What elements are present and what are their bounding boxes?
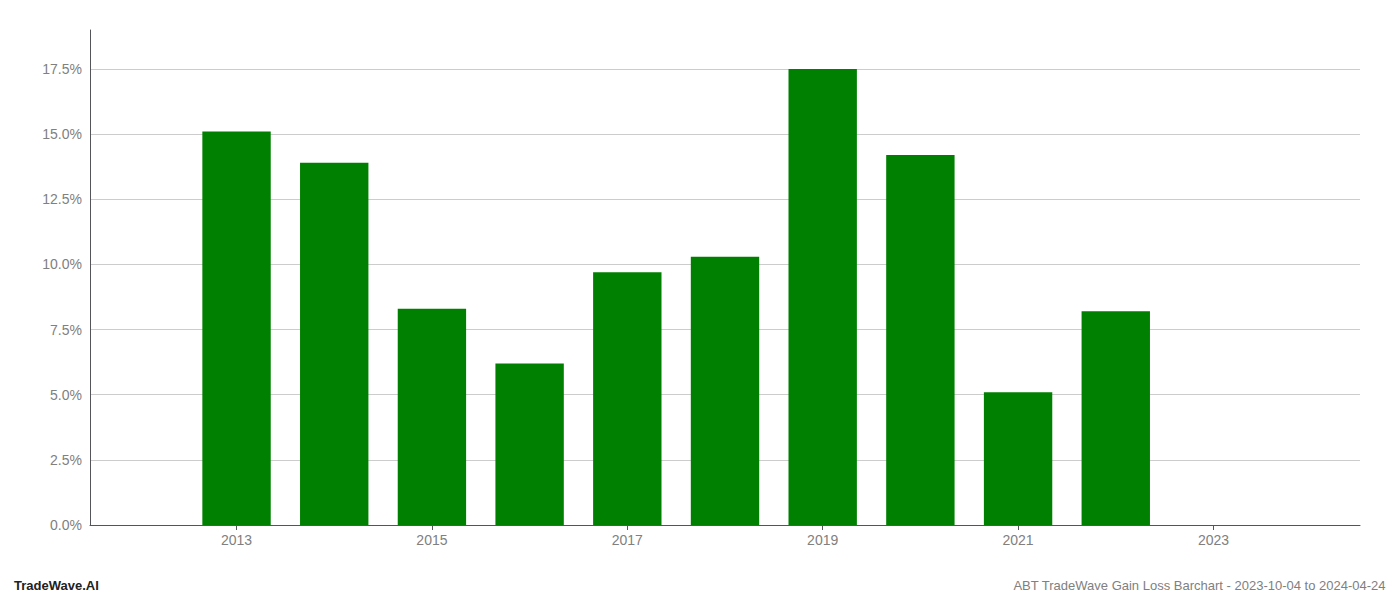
svg-text:2019: 2019 — [807, 532, 838, 548]
svg-text:2013: 2013 — [221, 532, 252, 548]
svg-text:2023: 2023 — [1198, 532, 1229, 548]
svg-text:ABT TradeWave Gain Loss Barcha: ABT TradeWave Gain Loss Barchart - 2023-… — [1013, 578, 1385, 593]
svg-text:15.0%: 15.0% — [42, 126, 82, 142]
svg-text:TradeWave.AI: TradeWave.AI — [14, 578, 99, 593]
svg-text:10.0%: 10.0% — [42, 256, 82, 272]
svg-text:5.0%: 5.0% — [50, 387, 82, 403]
svg-text:2021: 2021 — [1002, 532, 1033, 548]
svg-text:7.5%: 7.5% — [50, 322, 82, 338]
svg-text:0.0%: 0.0% — [50, 517, 82, 533]
svg-text:2017: 2017 — [612, 532, 643, 548]
svg-text:17.5%: 17.5% — [42, 61, 82, 77]
svg-text:12.5%: 12.5% — [42, 191, 82, 207]
svg-text:2.5%: 2.5% — [50, 452, 82, 468]
svg-text:2015: 2015 — [416, 532, 447, 548]
